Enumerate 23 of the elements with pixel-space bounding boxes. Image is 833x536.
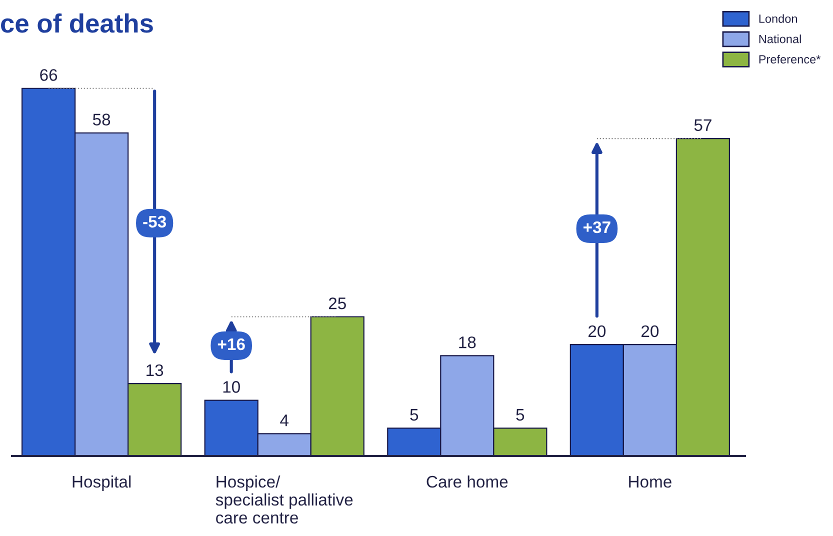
data-label: 57	[694, 119, 712, 132]
data-label: 66	[40, 69, 58, 81]
data-label: 18	[459, 336, 476, 348]
data-label: 10	[223, 381, 240, 393]
data-label: 58	[92, 114, 110, 126]
legend-label: London	[759, 14, 797, 23]
data-label: 5	[410, 409, 418, 421]
chart-title: ce of deaths	[1, 13, 153, 33]
legend-label: National	[759, 34, 801, 44]
legend-label: Preference*	[759, 54, 821, 64]
data-label: 25	[328, 297, 346, 310]
x-tick-label: Home	[629, 476, 672, 488]
x-tick-label: Hospice/ specialist palliative care centre	[216, 475, 353, 524]
data-label: 13	[146, 364, 164, 376]
x-tick-label: Care home	[426, 475, 508, 488]
annotation: +16	[218, 338, 245, 350]
data-label: 5	[516, 409, 524, 421]
annotation: -53	[143, 216, 166, 228]
annotation: +37	[584, 221, 610, 234]
data-label: 4	[280, 414, 289, 426]
data-label: 20	[642, 325, 659, 338]
x-tick-label: Hospital	[72, 475, 131, 491]
data-label: 20	[588, 325, 606, 338]
